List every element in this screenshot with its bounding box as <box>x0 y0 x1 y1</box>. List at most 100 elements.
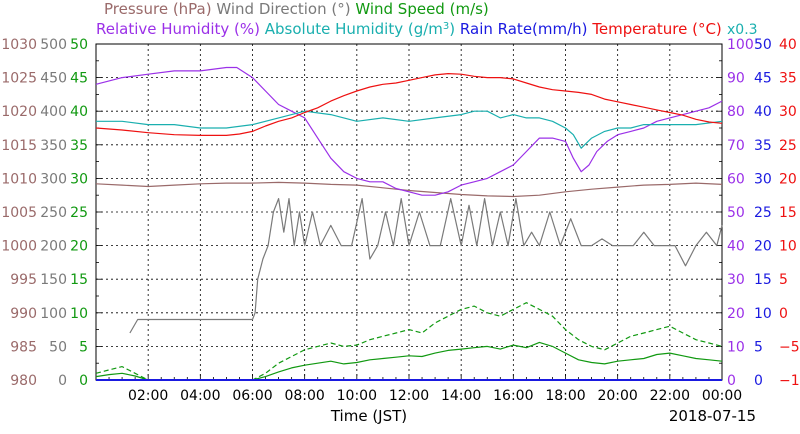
tick-label-relative-humidity: 80 <box>727 104 745 120</box>
tick-label-relative-humidity: 20 <box>727 306 745 322</box>
tick-label-wind-direction: 300 <box>40 171 67 187</box>
legend-entry-pressure: Pressure (hPa) <box>104 0 212 18</box>
tick-label-rain-rate: 15 <box>754 272 772 288</box>
series-layer <box>95 66 723 381</box>
tick-label-pressure: 985 <box>10 339 37 355</box>
tick-label-wind-direction: 200 <box>40 239 67 255</box>
date-label: 2018-07-15 <box>669 407 756 425</box>
legend: Pressure (hPa) Wind Direction (°) Wind S… <box>96 0 722 38</box>
x-tick-label: 12:00 <box>389 388 429 404</box>
x-tick-label: 16:00 <box>493 388 533 404</box>
tick-label-rain-rate: 0 <box>754 373 763 389</box>
x-axis-label: Time (JST) <box>330 407 407 425</box>
tick-label-wind-direction: 450 <box>40 71 67 87</box>
legend-row: Pressure (hPa) Wind Direction (°) Wind S… <box>104 0 489 18</box>
x-tick-label: 02:00 <box>128 388 168 404</box>
tick-label-rain-rate: 40 <box>754 104 772 120</box>
tick-label-pressure: 1030 <box>1 37 37 53</box>
series-line-relative-humidity <box>95 66 723 196</box>
tick-label-wind-speed: 0 <box>79 373 88 389</box>
legend-entry-rain-rate: Rain Rate(mm/h) <box>455 20 587 38</box>
tick-label-relative-humidity: 90 <box>727 71 745 87</box>
series-line-wind-direction <box>129 198 723 334</box>
tick-label-pressure: 1015 <box>1 138 37 154</box>
tick-label-temperature: 30 <box>779 104 797 120</box>
tick-label-temperature: −10 <box>779 373 800 389</box>
tick-label-rain-rate: 50 <box>754 37 772 53</box>
legend-superscript: 3 <box>443 21 449 32</box>
tick-label-temperature: 25 <box>779 138 797 154</box>
tick-label-wind-speed: 30 <box>70 171 88 187</box>
tick-label-wind-direction: 350 <box>40 138 67 154</box>
tick-label-temperature: 20 <box>779 171 797 187</box>
tick-label-relative-humidity: 10 <box>727 339 745 355</box>
tick-label-rain-rate: 35 <box>754 138 772 154</box>
tick-label-wind-speed: 15 <box>70 272 88 288</box>
legend-entry-wind-direction: Wind Direction (°) <box>212 0 351 18</box>
tick-label-rain-rate: 45 <box>754 71 772 87</box>
legend-row: Relative Humidity (%) Absolute Humidity … <box>96 20 722 38</box>
tick-label-rain-rate: 10 <box>754 306 772 322</box>
tick-label-wind-direction: 500 <box>40 37 67 53</box>
tick-label-pressure: 1010 <box>1 171 37 187</box>
tick-label-wind-speed: 5 <box>79 339 88 355</box>
tick-label-temperature: −5 <box>779 339 800 355</box>
tick-label-temperature: 0 <box>779 306 788 322</box>
tick-label-temperature: 35 <box>779 71 797 87</box>
series-line-absolute-humidity <box>96 110 723 149</box>
tick-label-pressure: 990 <box>10 306 37 322</box>
x-tick-label: 14:00 <box>441 388 481 404</box>
x-tick-label: 20:00 <box>597 388 637 404</box>
legend-entry-absolute-humidity: Absolute Humidity (g/m <box>260 20 443 38</box>
tick-label-wind-direction: 400 <box>40 104 67 120</box>
tick-label-wind-direction: 100 <box>40 306 67 322</box>
tick-label-relative-humidity: 50 <box>727 205 745 221</box>
tick-label-pressure: 980 <box>10 373 37 389</box>
tick-label-temperature: 40 <box>779 37 797 53</box>
tick-label-relative-humidity: 60 <box>727 171 745 187</box>
tick-label-relative-humidity: 0 <box>727 373 736 389</box>
tick-label-wind-direction: 250 <box>40 205 67 221</box>
tick-label-rain-rate: 25 <box>754 205 772 221</box>
tick-label-wind-direction: 150 <box>40 272 67 288</box>
legend-entry-wind-speed: Wind Speed (m/s) <box>351 0 489 18</box>
tick-label-relative-humidity: 100 <box>727 37 754 53</box>
tick-label-wind-direction: 50 <box>49 339 67 355</box>
tick-label-rain-rate: 30 <box>754 171 772 187</box>
legend-entry-temperature: Temperature (°C) <box>588 20 722 38</box>
tick-label-wind-speed: 40 <box>70 104 88 120</box>
tick-label-rain-rate: 5 <box>754 339 763 355</box>
tick-label-wind-speed: 35 <box>70 138 88 154</box>
legend-entry-suffix: ) <box>449 20 455 38</box>
tick-label-pressure: 995 <box>10 272 37 288</box>
tick-label-wind-speed: 45 <box>70 71 88 87</box>
tick-label-temperature: 15 <box>779 205 797 221</box>
scale-note: x0.3 <box>727 22 758 38</box>
tick-label-pressure: 1005 <box>1 205 37 221</box>
x-tick-label: 06:00 <box>232 388 272 404</box>
tick-label-pressure: 1020 <box>1 104 37 120</box>
series-line-temperature <box>95 73 723 136</box>
tick-label-temperature: 10 <box>779 239 797 255</box>
x-tick-label: 18:00 <box>545 388 585 404</box>
tick-label-rain-rate: 20 <box>754 239 772 255</box>
tick-label-pressure: 1000 <box>1 239 37 255</box>
tick-label-temperature: 5 <box>779 272 788 288</box>
tick-label-wind-speed: 20 <box>70 239 88 255</box>
x-tick-label: 22:00 <box>650 388 690 404</box>
x-tick-label: 00:00 <box>702 388 742 404</box>
x-axis: 02:00 04:00 06:00 08:00 10:00 12:00 14:00 16:00… <box>128 388 742 404</box>
tick-label-wind-direction: 0 <box>58 373 67 389</box>
x-tick-label: 04:00 <box>180 388 220 404</box>
tick-label-pressure: 1025 <box>1 71 37 87</box>
tick-label-wind-speed: 10 <box>70 306 88 322</box>
tick-label-wind-speed: 50 <box>70 37 88 53</box>
series-line-pressure <box>95 181 723 198</box>
x-tick-label: 10:00 <box>337 388 377 404</box>
legend-entry-relative-humidity: Relative Humidity (%) <box>96 20 260 38</box>
left-axes: 9809859909951000100510101015102010251030… <box>1 37 88 389</box>
tick-label-relative-humidity: 30 <box>727 272 745 288</box>
tick-label-relative-humidity: 40 <box>727 239 745 255</box>
right-axes: 0102030405060708090100051015202530354045… <box>727 37 800 389</box>
